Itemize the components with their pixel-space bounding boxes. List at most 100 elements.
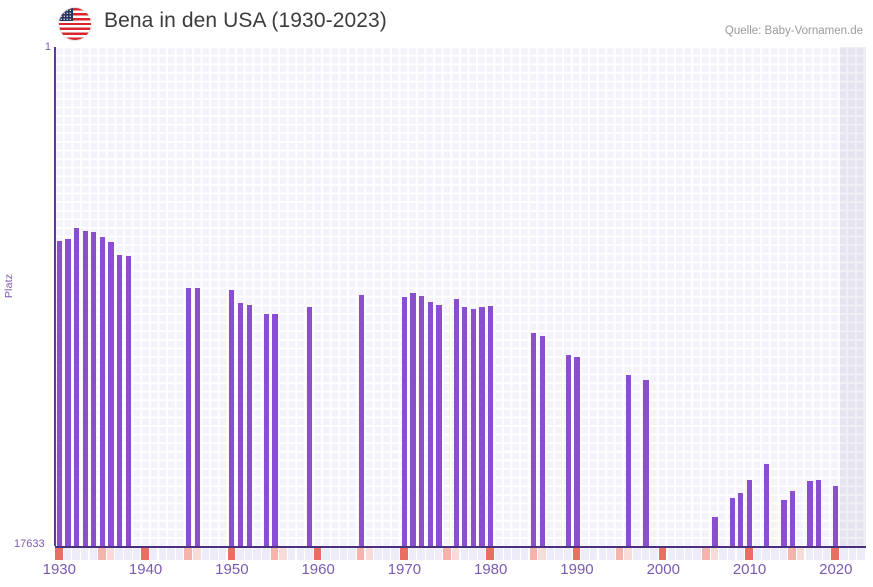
x-axis-tick: [589, 547, 598, 560]
bar[interactable]: [764, 464, 770, 546]
x-axis-tick: [667, 547, 676, 560]
bar[interactable]: [746, 479, 753, 546]
x-axis-tick: [339, 547, 348, 560]
x-axis-tick: [305, 547, 313, 560]
x-axis-tick: [564, 547, 572, 560]
x-axis-tick: [555, 547, 563, 560]
bar[interactable]: [263, 314, 269, 546]
x-axis-tick: [546, 547, 555, 560]
bar[interactable]: [833, 485, 839, 546]
bar[interactable]: [807, 481, 813, 546]
x-axis-labels: 1930 1940 1950 1960 1970 1980 1990 2000 2010 2020: [0, 561, 873, 587]
x-axis-tick: [296, 547, 305, 560]
bar[interactable]: [186, 287, 192, 546]
bar[interactable]: [358, 294, 364, 546]
page-title: Bena in den USA (1930-2023): [104, 9, 387, 32]
bar[interactable]: [531, 332, 537, 546]
bar[interactable]: [272, 314, 278, 546]
bar[interactable]: [565, 355, 571, 546]
bar[interactable]: [229, 290, 235, 546]
us-flag-icon: [59, 8, 91, 40]
x-axis-tick: [762, 547, 770, 560]
x-axis-tick: [788, 547, 796, 560]
source-label: Quelle: Baby-Vornamen.de: [724, 25, 863, 37]
bar[interactable]: [91, 232, 97, 546]
bar-series: [55, 47, 866, 546]
bar[interactable]: [712, 516, 718, 546]
bar[interactable]: [539, 335, 546, 546]
x-axis-tick: [753, 547, 762, 560]
x-axis-label: 1990: [560, 561, 594, 578]
x-axis-label: 1980: [474, 561, 508, 578]
y-axis-tick-top: 1: [44, 41, 51, 53]
forecast-shaded-region: [840, 47, 866, 546]
x-axis-tick: [572, 547, 581, 560]
bar[interactable]: [65, 239, 71, 546]
plot-area: [55, 47, 866, 546]
bar[interactable]: [729, 498, 735, 546]
x-axis-tick: [55, 547, 63, 560]
x-axis-tick: [115, 547, 123, 560]
x-axis-tick: [486, 547, 494, 560]
bar[interactable]: [790, 491, 796, 546]
bar[interactable]: [815, 479, 822, 546]
x-axis-tick: [89, 547, 98, 560]
x-axis-tick: [822, 547, 831, 560]
bar[interactable]: [108, 242, 114, 546]
x-axis-tick: [633, 547, 641, 560]
bar[interactable]: [246, 304, 252, 546]
bar[interactable]: [401, 297, 407, 546]
y-axis-tick-bottom: 17633: [14, 538, 45, 550]
x-axis-label: 1970: [387, 561, 422, 578]
x-axis-line: [55, 546, 866, 548]
x-axis-tick: [469, 547, 477, 560]
bar[interactable]: [99, 236, 106, 546]
bar[interactable]: [82, 230, 88, 546]
x-axis-tick: [460, 547, 469, 560]
bar[interactable]: [738, 492, 744, 546]
x-axis-tick: [270, 547, 279, 560]
x-axis-tick: [218, 547, 227, 560]
bar[interactable]: [462, 307, 468, 546]
x-axis-tick: [650, 547, 658, 560]
x-axis-tick: [175, 547, 184, 560]
x-axis-tick: [72, 547, 80, 560]
bar[interactable]: [194, 287, 200, 546]
bar[interactable]: [306, 307, 313, 546]
bar[interactable]: [574, 356, 580, 546]
bar[interactable]: [643, 379, 649, 546]
bar[interactable]: [626, 375, 632, 546]
x-axis-tick: [727, 547, 736, 560]
bar[interactable]: [781, 499, 787, 546]
bar[interactable]: [470, 308, 477, 546]
x-axis-tick: [814, 547, 822, 560]
x-axis-tick: [348, 547, 356, 560]
bar[interactable]: [419, 296, 425, 546]
x-axis-tick: [503, 547, 512, 560]
bar[interactable]: [488, 305, 494, 546]
chart-header: Bena in den USA (1930-2023) Quelle: Baby…: [0, 0, 873, 46]
y-axis-title: Platz: [3, 273, 15, 299]
bar[interactable]: [453, 298, 459, 546]
x-axis-tick: [624, 547, 632, 560]
bar[interactable]: [125, 256, 131, 546]
x-axis-tick: [210, 547, 218, 560]
x-axis-tick: [520, 547, 529, 560]
bar[interactable]: [479, 307, 485, 546]
bar[interactable]: [117, 254, 123, 546]
x-axis-tick: [529, 547, 538, 560]
bar[interactable]: [436, 304, 442, 546]
x-axis-tick: [201, 547, 210, 560]
x-axis-tick: [400, 547, 408, 560]
bar[interactable]: [410, 293, 416, 546]
bar[interactable]: [56, 240, 62, 546]
x-axis-tick: [719, 547, 727, 560]
bar[interactable]: [427, 301, 433, 546]
x-axis-tick: [710, 547, 719, 560]
bar[interactable]: [237, 303, 244, 546]
x-axis-label: 1950: [215, 561, 249, 578]
x-axis-tick: [538, 547, 546, 560]
x-axis-tick: [451, 547, 460, 560]
x-axis-tick: [434, 547, 443, 560]
bar[interactable]: [73, 228, 80, 546]
